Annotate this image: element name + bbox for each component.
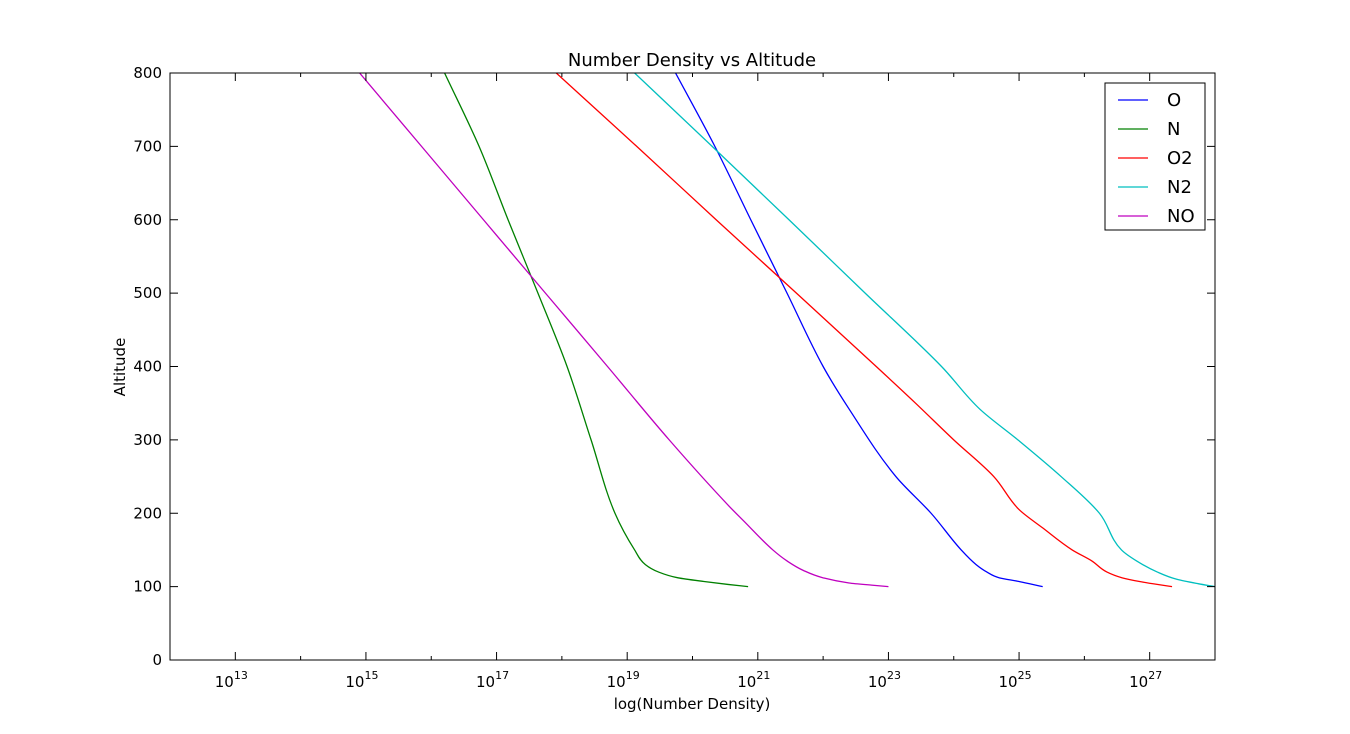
legend-label-o: O bbox=[1167, 90, 1181, 111]
x-tick-label: 1023 bbox=[868, 669, 901, 691]
x-tick-exponent: 13 bbox=[234, 669, 248, 682]
x-tick-base: 10 bbox=[345, 673, 364, 691]
x-tick-base: 10 bbox=[737, 673, 756, 691]
series-line-n2 bbox=[634, 73, 1215, 588]
x-axis-ticks: 1013 1015 1017 1019 1021 1023 1025 1027 bbox=[169, 73, 1216, 691]
y-tick-label: 500 bbox=[133, 284, 162, 302]
y-tick-label: 600 bbox=[133, 211, 162, 229]
series-line-o bbox=[674, 73, 1043, 588]
x-tick-label: 1013 bbox=[215, 669, 248, 691]
y-tick-label: 400 bbox=[133, 358, 162, 376]
x-tick-label: 1015 bbox=[345, 669, 378, 691]
series-line-n bbox=[443, 73, 749, 588]
x-tick-label: 1025 bbox=[999, 669, 1032, 691]
series-line-o2 bbox=[555, 73, 1173, 588]
legend-label-n: N bbox=[1167, 119, 1180, 140]
chart-title: Number Density vs Altitude bbox=[568, 50, 816, 71]
y-tick-label: 800 bbox=[133, 64, 162, 82]
legend-label-no: NO bbox=[1167, 206, 1195, 227]
x-tick-exponent: 25 bbox=[1018, 669, 1032, 682]
y-tick-label: 300 bbox=[133, 431, 162, 449]
legend-label-n2: N2 bbox=[1167, 177, 1192, 198]
x-tick-base: 10 bbox=[868, 673, 887, 691]
x-tick-exponent: 21 bbox=[756, 669, 770, 682]
series-layer bbox=[359, 73, 1215, 588]
y-tick-label: 700 bbox=[133, 137, 162, 155]
x-tick-label: 1021 bbox=[737, 669, 770, 691]
x-tick-exponent: 17 bbox=[495, 669, 509, 682]
x-tick-exponent: 27 bbox=[1148, 669, 1162, 682]
x-tick-base: 10 bbox=[607, 673, 626, 691]
x-tick-label: 1027 bbox=[1129, 669, 1162, 691]
y-tick-label: 200 bbox=[133, 504, 162, 522]
x-tick-base: 10 bbox=[999, 673, 1018, 691]
y-tick-label: 0 bbox=[152, 651, 162, 669]
series-line-no bbox=[359, 73, 889, 588]
x-tick-base: 10 bbox=[476, 673, 495, 691]
x-tick-exponent: 19 bbox=[626, 669, 640, 682]
legend-label-o2: O2 bbox=[1167, 148, 1193, 169]
legend-box bbox=[1104, 82, 1206, 231]
y-tick-label: 100 bbox=[133, 578, 162, 596]
y-axis-label: Altitude bbox=[111, 338, 129, 397]
x-tick-base: 10 bbox=[215, 673, 234, 691]
x-tick-base: 10 bbox=[1129, 673, 1148, 691]
x-tick-label: 1017 bbox=[476, 669, 509, 691]
x-tick-exponent: 15 bbox=[364, 669, 378, 682]
legend: ON O2 N2 NO bbox=[1104, 82, 1206, 231]
x-tick-exponent: 23 bbox=[887, 669, 901, 682]
x-tick-label: 1019 bbox=[607, 669, 640, 691]
x-axis-label: log(Number Density) bbox=[614, 695, 771, 713]
y-axis-ticks: 0 100 200 300 400 500 600 700 800 bbox=[133, 64, 1215, 669]
